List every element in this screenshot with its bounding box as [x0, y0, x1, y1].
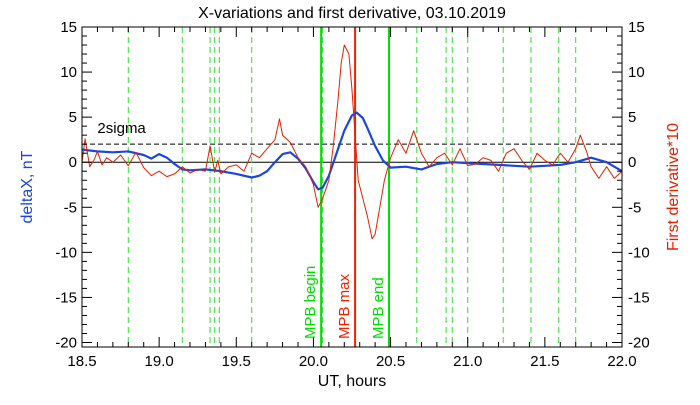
x-tick-label: 20.0 [299, 353, 328, 370]
x-tick-label: 21.0 [453, 353, 482, 370]
y-tick-label-right: -20 [628, 334, 650, 351]
plot-frame [81, 26, 623, 348]
y-tick-label-left: 5 [69, 109, 77, 126]
y-tick-label-right: -10 [628, 244, 650, 261]
y-tick-label-left: 0 [69, 154, 77, 171]
x-tick-label: 21.5 [530, 353, 559, 370]
y-axis-label-left: deltaX, nT [19, 150, 36, 223]
y-tick-label-left: -10 [55, 244, 77, 261]
marker-label: MPB end [370, 277, 387, 339]
x-tick-label: 20.5 [376, 353, 405, 370]
y-tick-label-left: 10 [60, 64, 77, 81]
x-tick-label: 18.5 [67, 353, 96, 370]
y-tick-label-right: 5 [628, 109, 636, 126]
y-tick-label-right: 0 [628, 154, 636, 171]
y-tick-label-left: -20 [55, 334, 77, 351]
y-tick-label-right: 10 [628, 64, 645, 81]
y-tick-label-right: -15 [628, 289, 650, 306]
y-axis-label-right: First derivative*10 [665, 123, 682, 251]
x-tick-label: 19.5 [222, 353, 251, 370]
y-tick-label-right: 15 [628, 19, 645, 36]
x-tick-label: 22.0 [607, 353, 636, 370]
deltax-series-line [81, 111, 623, 191]
y-tick-label-right: -5 [628, 199, 641, 216]
marker-label: MPB max [336, 273, 353, 339]
threshold-label: 2sigma [97, 120, 146, 137]
y-tick-label-left: -5 [64, 199, 77, 216]
y-tick-label-left: 15 [60, 19, 77, 36]
derivative-series-line [81, 44, 623, 240]
y-tick-label-left: -15 [55, 289, 77, 306]
x-axis-label: UT, hours [318, 373, 386, 390]
chart-title: X-variations and first derivative, 03.10… [198, 5, 506, 22]
x-tick-label: 19.0 [145, 353, 174, 370]
marker-label: MPB begin [302, 266, 319, 339]
